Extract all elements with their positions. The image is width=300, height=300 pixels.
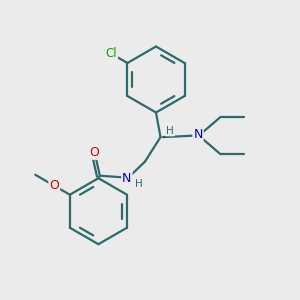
Text: H: H [135, 178, 143, 189]
Text: N: N [193, 128, 203, 141]
Text: O: O [90, 146, 99, 159]
Text: O: O [49, 179, 59, 192]
Text: H: H [166, 125, 174, 136]
Text: N: N [122, 172, 132, 185]
Text: Cl: Cl [106, 47, 117, 60]
